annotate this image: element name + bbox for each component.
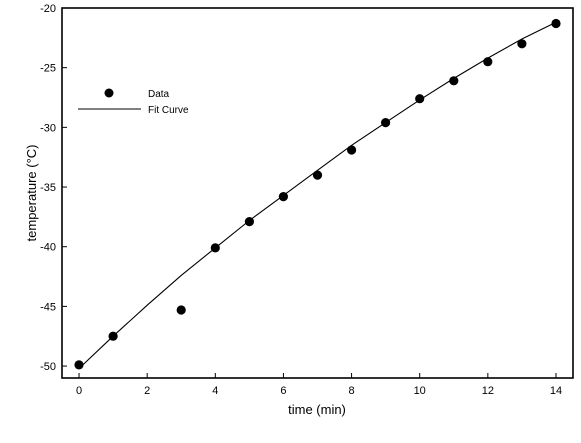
data-series — [74, 18, 561, 370]
y-tick-label: -35 — [40, 182, 56, 194]
data-point — [210, 243, 220, 253]
x-tick-label: 8 — [349, 385, 355, 397]
x-axis: 0 2 4 6 8 10 12 14 — [76, 373, 562, 397]
x-tick-label: 2 — [144, 385, 150, 397]
x-tick-label: 0 — [76, 385, 82, 397]
y-tick-label: -50 — [40, 361, 56, 373]
fit-curve-line — [78, 21, 557, 369]
data-point — [312, 170, 323, 180]
data-point — [108, 331, 118, 341]
y-tick-label: -25 — [40, 63, 56, 75]
x-tick-label: 10 — [414, 385, 426, 397]
data-point — [551, 18, 561, 29]
data-point — [449, 76, 459, 86]
fit-curve-series — [78, 21, 557, 369]
data-point — [517, 39, 527, 49]
legend-label-fit-curve: Fit Curve — [148, 105, 189, 116]
y-tick-label: -30 — [40, 122, 56, 134]
data-point — [244, 217, 254, 227]
legend-label-data: Data — [148, 89, 170, 100]
data-point — [278, 192, 288, 202]
x-tick-label: 6 — [280, 385, 286, 397]
y-tick-label: -40 — [40, 242, 56, 254]
plot-frame — [61, 7, 574, 379]
data-point — [176, 305, 186, 315]
x-tick-label: 14 — [550, 385, 562, 397]
data-point — [347, 145, 357, 155]
legend: Data Fit Curve — [78, 88, 189, 116]
y-tick-label: -20 — [40, 3, 56, 15]
data-point — [415, 94, 425, 104]
data-point — [483, 57, 493, 67]
y-tick-label: -45 — [40, 301, 56, 313]
x-axis-title: time (min) — [288, 402, 346, 417]
data-point — [381, 118, 391, 128]
data-point — [74, 360, 84, 370]
y-axis-title: temperature (°C) — [24, 145, 39, 242]
x-tick-label: 12 — [482, 385, 494, 397]
legend-marker-data — [104, 88, 114, 98]
x-tick-label: 4 — [212, 385, 218, 397]
y-axis: -50 -45 -40 -35 -30 -25 -20 — [40, 3, 67, 373]
